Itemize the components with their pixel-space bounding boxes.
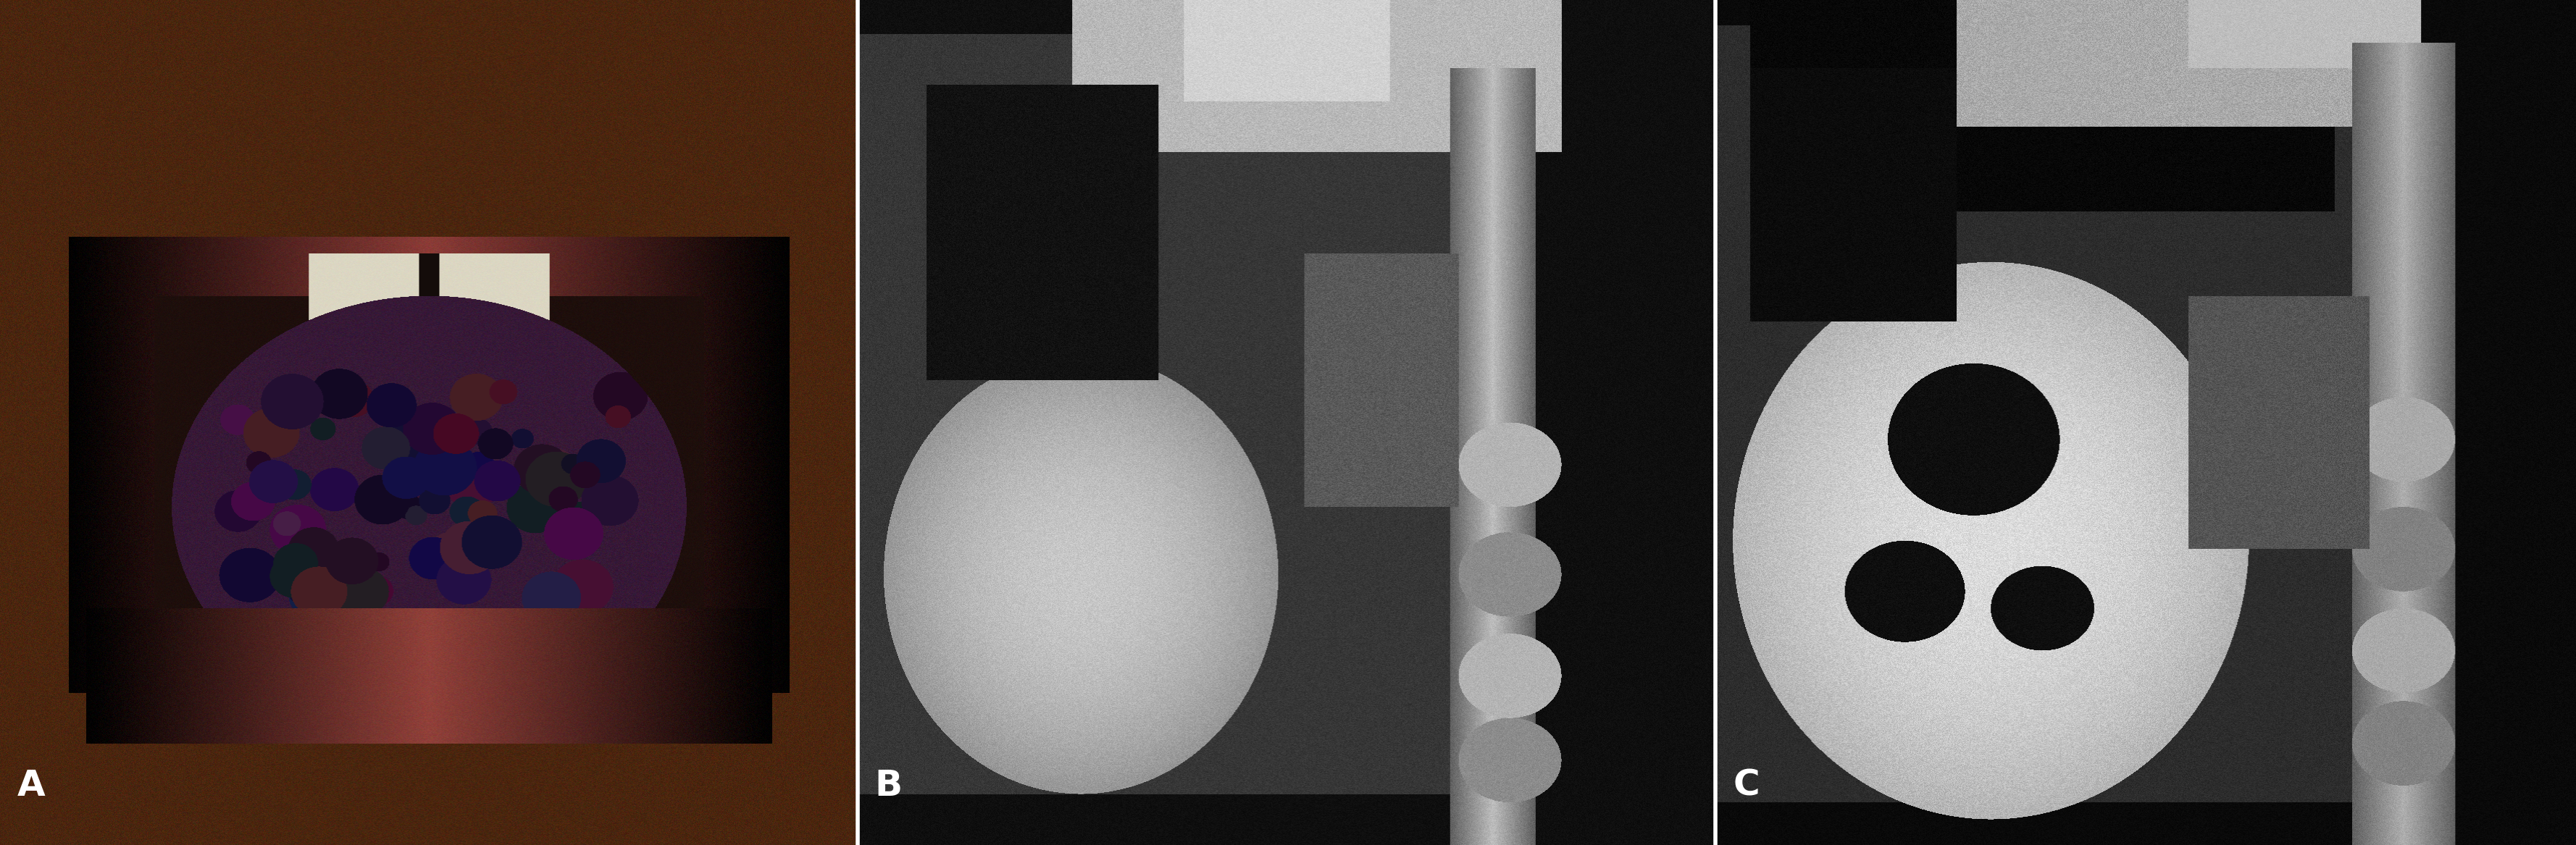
Text: B: B xyxy=(876,768,902,803)
Text: A: A xyxy=(18,768,46,803)
Text: C: C xyxy=(1734,768,1759,803)
